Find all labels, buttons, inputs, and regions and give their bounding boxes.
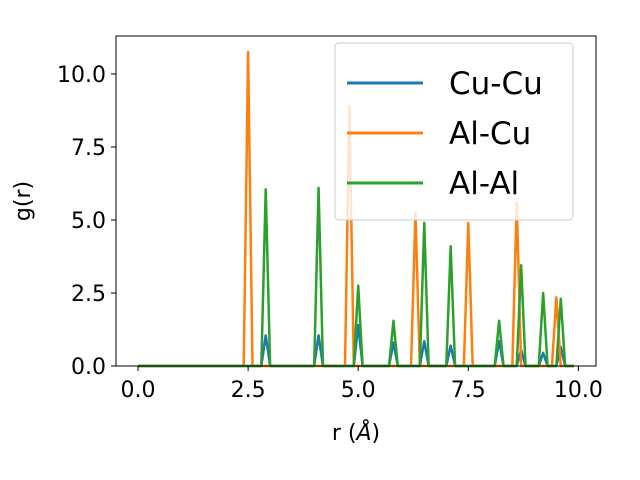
- y-tick-label: 2.5: [71, 282, 106, 307]
- y-axis-ticks: 0.0 2.5 5.0 7.5 10.0: [57, 63, 116, 380]
- legend-label-al-al: Al-Al: [449, 166, 519, 202]
- x-axis-label-symbol: Å: [354, 419, 371, 446]
- x-axis-ticks: 0.0 2.5 5.0 7.5 10.0: [121, 366, 603, 403]
- legend: Cu-Cu Al-Cu Al-Al: [334, 42, 574, 221]
- legend-label-al-cu: Al-Cu: [449, 116, 531, 152]
- x-axis-label-suffix: ): [372, 421, 381, 446]
- y-tick-label: 5.0: [71, 209, 106, 234]
- x-tick-label: 10.0: [554, 378, 603, 403]
- y-tick-label: 10.0: [57, 63, 106, 88]
- legend-label-cu-cu: Cu-Cu: [449, 66, 543, 102]
- x-tick-label: 7.5: [451, 378, 486, 403]
- legend-box: [334, 42, 574, 221]
- x-axis-label: r (Å): [332, 419, 380, 446]
- x-tick-label: 0.0: [121, 378, 156, 403]
- plot-area-frame: [115, 35, 597, 367]
- y-tick-label: 0.0: [71, 355, 106, 380]
- x-axis-label-prefix: r (: [332, 421, 357, 446]
- y-tick-label: 7.5: [71, 136, 106, 161]
- y-axis-label: g(r): [11, 181, 36, 221]
- x-tick-label: 5.0: [341, 378, 376, 403]
- x-tick-label: 2.5: [231, 378, 266, 403]
